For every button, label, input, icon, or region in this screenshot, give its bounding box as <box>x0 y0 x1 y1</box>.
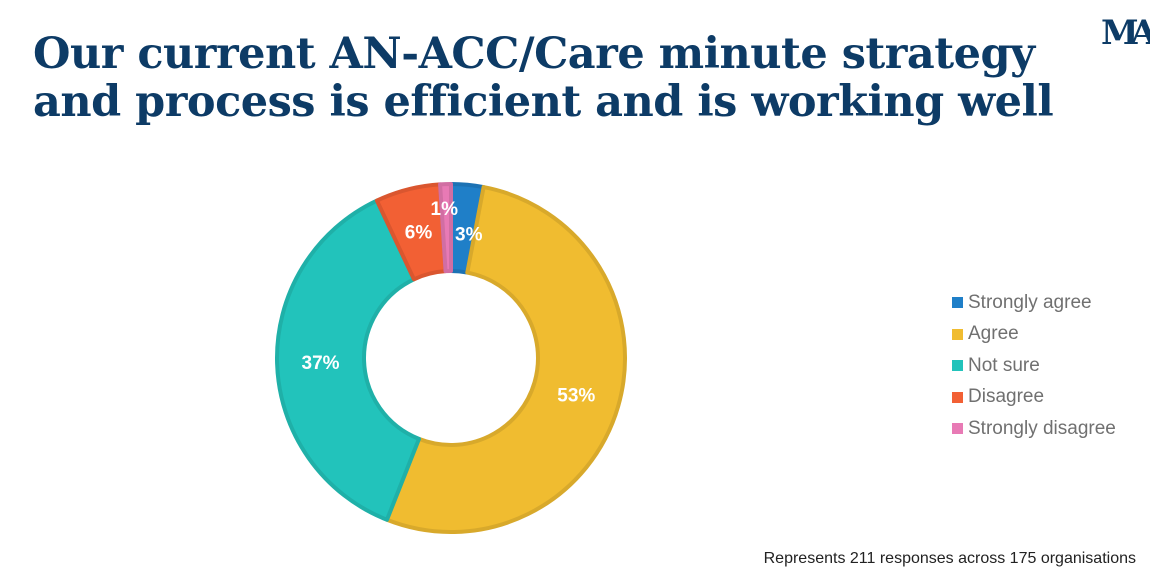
legend-label: Disagree <box>968 386 1045 408</box>
legend-swatch <box>952 297 963 309</box>
data-label: 1% <box>431 199 459 220</box>
legend-label: Strongly disagree <box>968 417 1116 439</box>
data-label: 3% <box>455 225 483 246</box>
slice-strongly-disagree <box>438 181 453 274</box>
legend-item: Not sure <box>952 350 1116 382</box>
legend-label: Strongly agree <box>968 291 1092 313</box>
page-title: Our current AN-ACC/Care minute strategy … <box>33 29 1054 127</box>
legend: Strongly agree Agree Not sure Disagree Stron… <box>952 287 1116 445</box>
legend-swatch <box>952 391 963 403</box>
slice-not-sure <box>275 198 421 522</box>
legend-item: Agree <box>952 319 1116 351</box>
footnote: Represents 211 responses across 175 orga… <box>763 550 1136 567</box>
slice-agree <box>384 185 627 534</box>
legend-swatch <box>952 423 963 435</box>
legend-swatch <box>952 360 963 372</box>
data-label: 6% <box>405 223 433 244</box>
legend-label: Not sure <box>968 354 1040 376</box>
data-label: 53% <box>557 385 595 406</box>
legend-item: Strongly disagree <box>952 413 1116 445</box>
legend-item: Disagree <box>952 382 1116 414</box>
data-label: 37% <box>302 353 340 374</box>
legend-swatch <box>952 328 963 340</box>
legend-item: Strongly agree <box>952 287 1116 319</box>
legend-label: Agree <box>968 323 1019 345</box>
